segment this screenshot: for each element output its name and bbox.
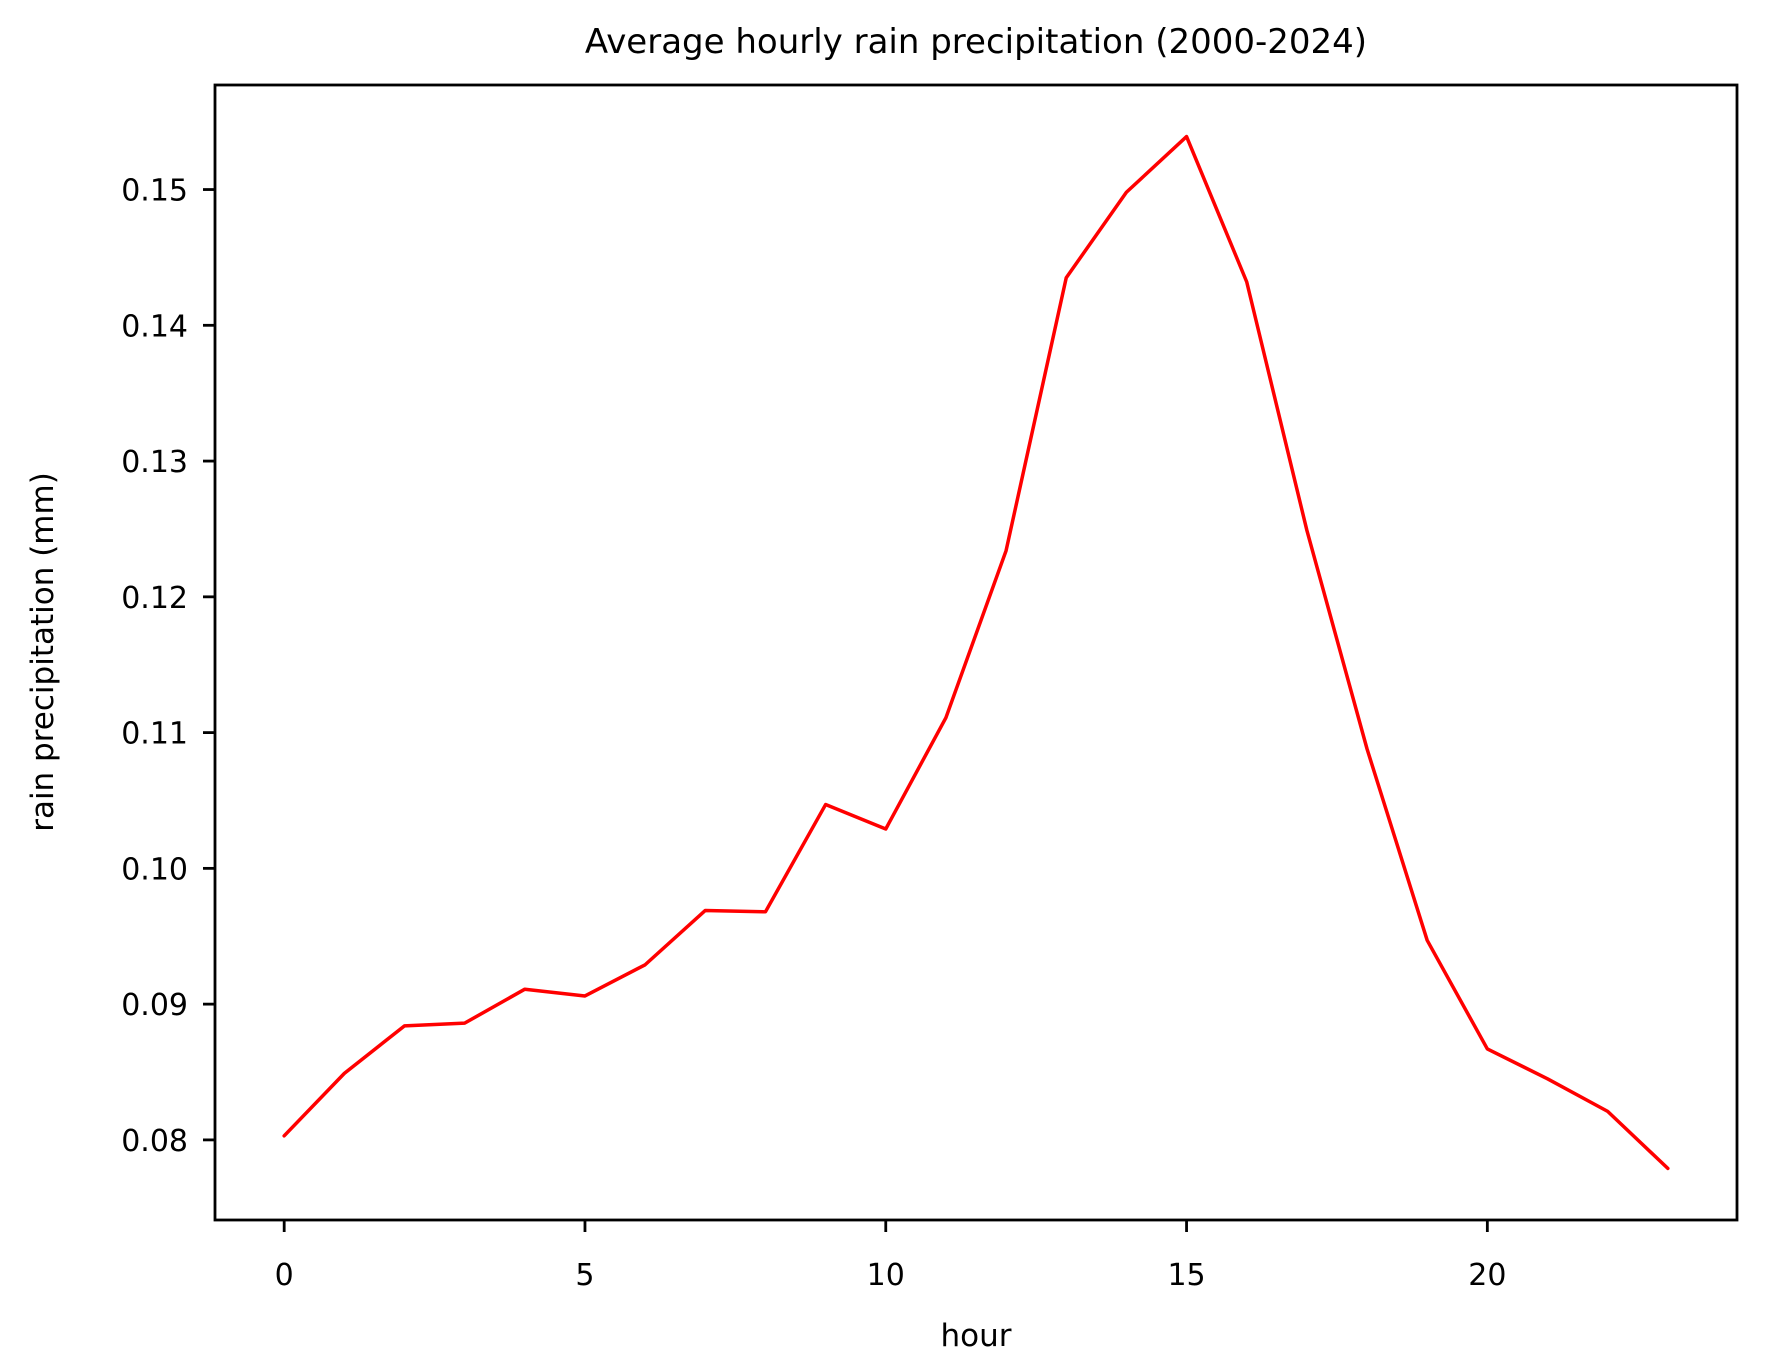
x-tick-label: 15 bbox=[1167, 1258, 1205, 1293]
y-tick-label: 0.15 bbox=[121, 174, 188, 209]
y-tick-label: 0.09 bbox=[121, 988, 188, 1023]
chart-title: Average hourly rain precipitation (2000-… bbox=[584, 22, 1368, 62]
y-tick-label: 0.10 bbox=[121, 852, 188, 887]
data-line bbox=[282, 134, 1670, 1171]
x-tick-label: 10 bbox=[867, 1258, 905, 1293]
x-tick-label: 20 bbox=[1468, 1258, 1506, 1293]
axes-spines bbox=[213, 83, 1739, 1222]
x-tick-label: 5 bbox=[575, 1258, 594, 1293]
y-tick-label: 0.11 bbox=[121, 717, 188, 752]
y-tick-label: 0.14 bbox=[121, 309, 188, 344]
y-tick-label: 0.08 bbox=[121, 1124, 188, 1159]
y-tick-label: 0.13 bbox=[121, 445, 188, 480]
x-axis-label: hour bbox=[940, 1318, 1012, 1354]
x-tick-label: 0 bbox=[275, 1258, 294, 1293]
y-tick-label: 0.12 bbox=[121, 581, 188, 616]
